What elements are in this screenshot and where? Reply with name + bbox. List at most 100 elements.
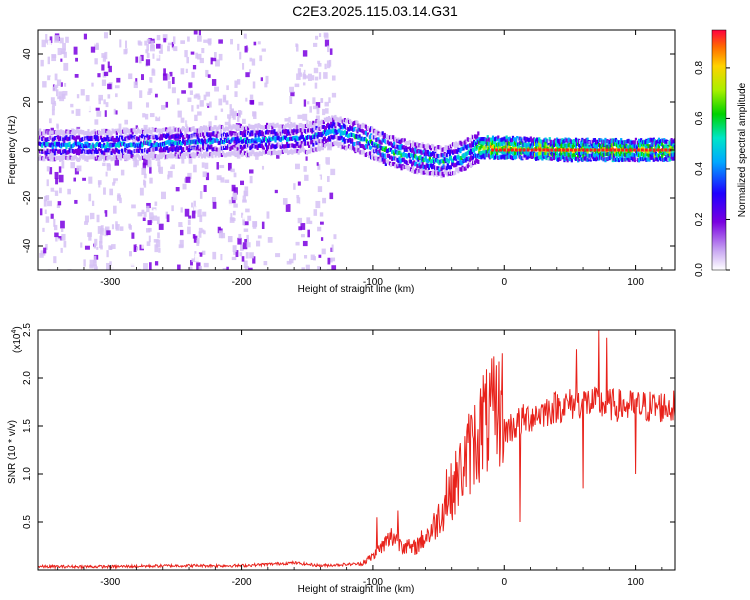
signal-cell	[91, 148, 94, 153]
signal-cell	[78, 141, 82, 146]
signal-cell	[529, 143, 532, 148]
noise-cell	[199, 191, 203, 199]
noise-cell	[220, 129, 226, 136]
noise-cell	[143, 173, 147, 179]
noise-cell	[143, 157, 148, 166]
noise-cell	[188, 82, 193, 88]
noise-cell	[329, 192, 334, 200]
noise-cell	[258, 101, 264, 106]
noise-cell	[228, 117, 231, 126]
signal-cell	[204, 128, 207, 133]
signal-cell	[429, 146, 433, 151]
signal-cell	[293, 122, 296, 127]
signal-cell	[422, 149, 425, 154]
noise-cell	[315, 115, 320, 123]
noise-cell	[325, 108, 329, 114]
noise-cell	[188, 158, 193, 164]
noise-cell	[185, 120, 188, 127]
signal-cell	[547, 141, 550, 146]
signal-cell	[505, 149, 508, 154]
y-tick-label: 0.5	[22, 515, 33, 529]
noise-cell	[111, 224, 115, 230]
signal-peak	[613, 148, 617, 152]
signal-cell	[158, 136, 162, 141]
noise-cell	[304, 174, 309, 181]
noise-cell	[51, 105, 55, 111]
noise-cell	[131, 241, 136, 245]
noise-cell	[55, 178, 59, 185]
signal-cell	[324, 132, 328, 137]
noise-cell	[233, 187, 238, 195]
noise-cell	[329, 48, 333, 55]
noise-cell	[51, 54, 57, 59]
noise-cell	[150, 40, 154, 49]
noise-cell	[295, 163, 300, 170]
noise-cell	[322, 108, 326, 116]
x-tick-label: -100	[363, 577, 383, 588]
noise-cell	[274, 189, 278, 194]
signal-cell	[332, 117, 335, 122]
noise-cell	[314, 76, 319, 81]
signal-cell	[267, 138, 270, 143]
noise-cell	[199, 57, 204, 64]
noise-cell	[63, 241, 67, 248]
signal-cell	[586, 137, 589, 142]
noise-cell	[179, 229, 184, 236]
noise-cell	[326, 269, 332, 270]
noise-cell	[297, 181, 301, 186]
signal-cell	[419, 155, 422, 160]
noise-cell	[71, 110, 74, 114]
noise-cell	[302, 82, 306, 86]
figure-title: C2E3.2025.115.03.14.G31	[292, 3, 458, 19]
signal-cell	[200, 128, 204, 133]
signal-cell	[447, 150, 450, 155]
signal-cell	[399, 146, 402, 151]
noise-cell	[144, 188, 148, 197]
signal-cell	[627, 151, 630, 156]
signal-cell	[219, 127, 222, 132]
signal-cell	[477, 131, 480, 136]
spectrogram-y-axis-label: Frequency (Hz)	[7, 116, 18, 185]
signal-cell	[621, 153, 624, 158]
noise-cell	[242, 118, 246, 124]
noise-cell	[108, 65, 112, 73]
signal-cell	[139, 137, 143, 142]
signal-cell	[83, 154, 86, 159]
noise-cell	[190, 260, 193, 266]
signal-cell	[596, 140, 600, 145]
signal-cell	[134, 156, 137, 161]
signal-cell	[430, 159, 434, 164]
signal-peak	[538, 148, 542, 152]
signal-cell	[424, 165, 427, 170]
y-tick-label: -40	[22, 238, 33, 253]
noise-cell	[149, 88, 153, 94]
signal-cell	[75, 151, 79, 156]
noise-cell	[182, 202, 187, 208]
noise-cell	[146, 202, 151, 209]
noise-cell	[318, 72, 322, 80]
signal-cell	[77, 151, 81, 156]
signal-cell	[257, 136, 260, 141]
noise-cell	[313, 42, 318, 47]
x-tick-label: -300	[100, 277, 120, 288]
noise-cell	[230, 206, 235, 213]
signal-cell	[463, 154, 466, 159]
noise-cell	[331, 92, 337, 98]
noise-cell	[145, 59, 151, 66]
signal-cell	[416, 141, 419, 146]
noise-cell	[88, 193, 92, 202]
signal-cell	[170, 152, 173, 157]
signal-cell	[603, 140, 606, 145]
noise-cell	[311, 75, 315, 81]
noise-cell	[156, 43, 161, 49]
noise-cell	[205, 91, 211, 97]
signal-cell	[264, 124, 268, 129]
signal-cell	[199, 152, 203, 157]
spectrogram-x-axis-label: Height of straight line (km)	[298, 284, 415, 295]
noise-cell	[328, 97, 331, 104]
noise-cell	[197, 209, 202, 218]
noise-cell	[326, 60, 331, 69]
signal-cell	[218, 140, 221, 145]
noise-cell	[333, 234, 337, 240]
signal-cell	[118, 154, 122, 159]
